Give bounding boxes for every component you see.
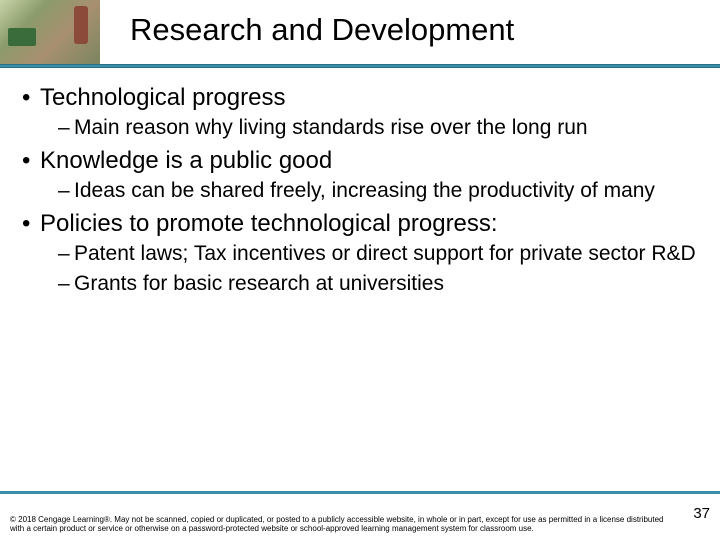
footer-divider (0, 491, 720, 494)
slide-title: Research and Development (130, 12, 514, 48)
bullet-level-1: Policies to promote technological progre… (22, 210, 700, 238)
bullet-level-2: Main reason why living standards rise ov… (58, 116, 700, 141)
bullet-level-1: Knowledge is a public good (22, 147, 700, 175)
bullet-level-2: Ideas can be shared freely, increasing t… (58, 179, 700, 204)
corner-illustration (0, 0, 100, 64)
slide-body: Technological progress Main reason why l… (22, 78, 700, 303)
copyright-text: © 2018 Cengage Learning®. May not be sca… (10, 515, 674, 534)
page-number: 37 (693, 505, 710, 522)
bullet-level-2: Patent laws; Tax incentives or direct su… (58, 242, 700, 267)
header: Research and Development (0, 0, 720, 70)
bullet-level-1: Technological progress (22, 84, 700, 112)
bullet-level-2: Grants for basic research at universitie… (58, 272, 700, 297)
title-divider (0, 64, 720, 68)
